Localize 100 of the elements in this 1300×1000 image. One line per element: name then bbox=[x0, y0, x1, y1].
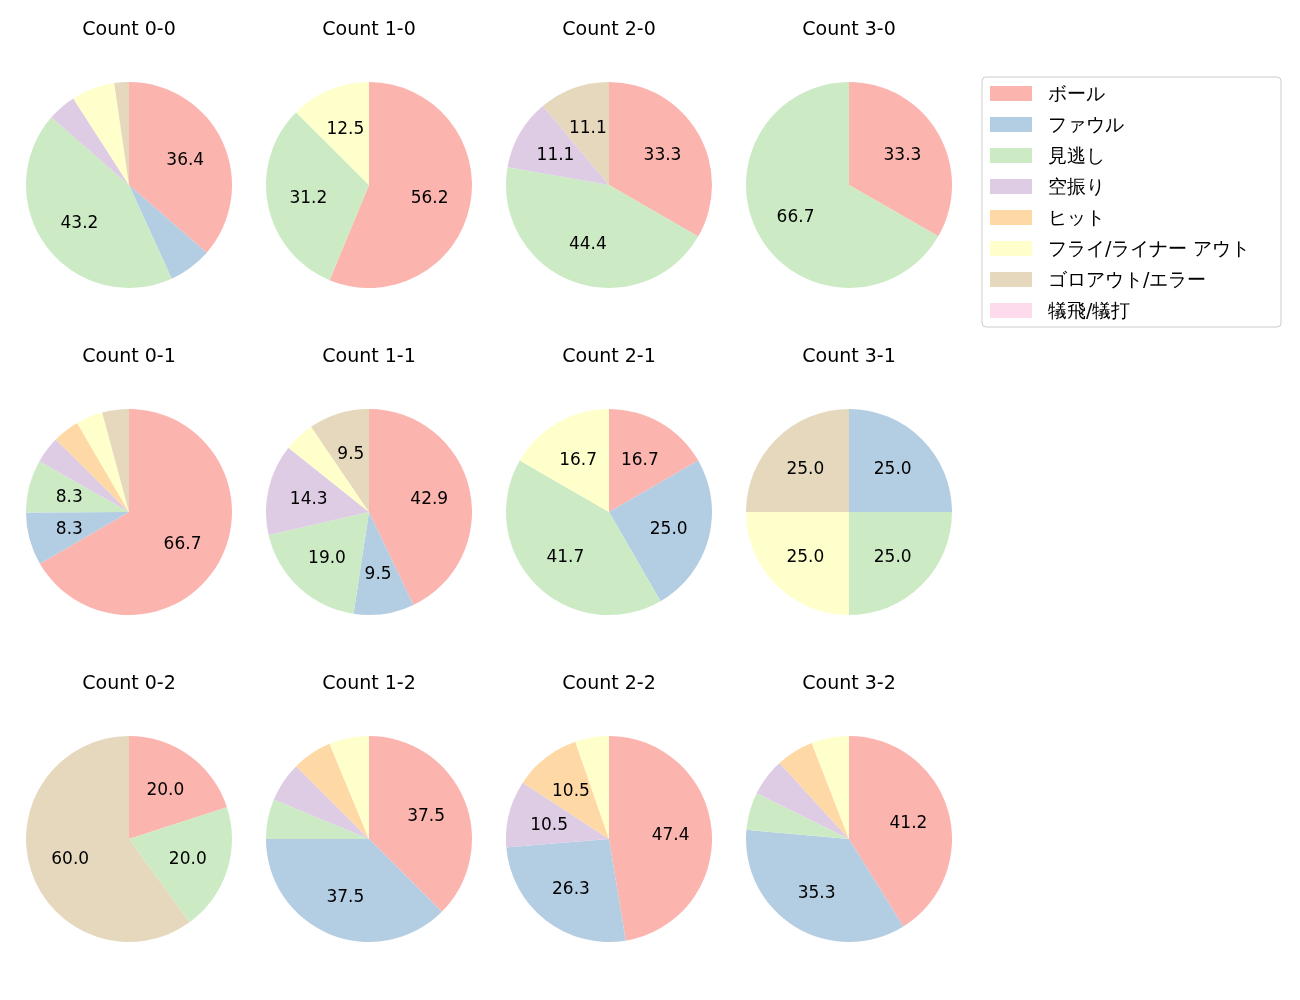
pie-slice bbox=[369, 736, 472, 912]
data-label: 9.5 bbox=[364, 563, 392, 584]
chart-title: Count 3-2 bbox=[802, 671, 896, 693]
pie-slice bbox=[129, 807, 232, 923]
legend-label: ファウル bbox=[1048, 113, 1124, 135]
pie-slice bbox=[746, 82, 939, 288]
pie-slice bbox=[55, 422, 129, 512]
pie-slice bbox=[129, 82, 232, 253]
chart-title: Count 1-2 bbox=[322, 671, 416, 693]
data-label: 16.7 bbox=[621, 448, 659, 469]
chart-title: Count 2-2 bbox=[562, 671, 656, 693]
legend-label: ボール bbox=[1048, 82, 1105, 104]
pie-slice bbox=[779, 742, 849, 839]
data-label: 19.0 bbox=[308, 547, 346, 568]
data-label: 10.5 bbox=[530, 813, 569, 834]
data-label: 56.2 bbox=[410, 187, 449, 208]
chart-title: Count 0-0 bbox=[82, 17, 176, 39]
chart-title: Count 2-0 bbox=[562, 17, 656, 39]
data-label: 31.2 bbox=[289, 187, 328, 208]
pie-slice bbox=[102, 409, 129, 512]
pie-slice bbox=[73, 83, 129, 185]
pie-slice bbox=[51, 98, 129, 185]
pie-slice bbox=[114, 82, 129, 185]
pie-slice bbox=[296, 743, 369, 839]
pie-slice bbox=[756, 762, 849, 839]
pie-slice bbox=[129, 736, 227, 839]
data-label: 66.7 bbox=[776, 205, 815, 226]
pie-slice bbox=[506, 839, 626, 942]
data-label: 25.0 bbox=[649, 518, 688, 539]
data-label: 8.3 bbox=[55, 518, 83, 539]
data-label: 43.2 bbox=[60, 211, 99, 232]
data-label: 25.0 bbox=[786, 545, 825, 566]
data-label: 9.5 bbox=[337, 442, 365, 463]
chart-title: Count 1-1 bbox=[322, 344, 416, 366]
data-label: 37.5 bbox=[407, 805, 446, 826]
data-label: 20.0 bbox=[168, 848, 207, 869]
pie-slice bbox=[746, 793, 849, 839]
pie-slice bbox=[746, 409, 849, 512]
data-label: 44.4 bbox=[568, 233, 607, 254]
data-label: 11.1 bbox=[568, 116, 607, 137]
pie-slice bbox=[746, 829, 904, 942]
data-label: 16.7 bbox=[559, 448, 597, 469]
legend-label: ゴロアウト/エラー bbox=[1048, 268, 1207, 290]
data-label: 10.5 bbox=[552, 780, 590, 801]
data-label: 35.3 bbox=[797, 881, 836, 902]
pie-slice bbox=[849, 512, 952, 615]
pie-slice bbox=[507, 106, 609, 185]
data-label: 20.0 bbox=[146, 779, 185, 799]
pie-slice bbox=[39, 439, 129, 512]
pie-slice bbox=[26, 461, 129, 513]
pie-slice bbox=[519, 409, 609, 512]
pie-slice bbox=[39, 409, 232, 615]
pie-slice bbox=[266, 799, 369, 839]
legend-label: 犠飛/犠打 bbox=[1048, 299, 1131, 321]
data-label: 33.3 bbox=[643, 144, 682, 165]
data-label: 33.3 bbox=[883, 144, 922, 165]
chart-title: Count 1-0 bbox=[322, 17, 416, 39]
pie-slice bbox=[506, 782, 609, 848]
chart-title: Count 0-2 bbox=[82, 671, 176, 693]
pie-slice bbox=[273, 766, 369, 839]
data-label: 26.3 bbox=[552, 877, 590, 898]
data-label: 42.9 bbox=[410, 488, 449, 509]
data-label: 66.7 bbox=[163, 532, 202, 553]
pie-slice bbox=[329, 82, 472, 288]
data-label: 25.0 bbox=[873, 545, 912, 566]
data-label: 47.4 bbox=[651, 823, 690, 844]
legend-label: ヒット bbox=[1048, 206, 1105, 228]
data-label: 25.0 bbox=[873, 458, 912, 479]
data-label: 12.5 bbox=[326, 117, 365, 138]
pie-slice bbox=[329, 736, 369, 839]
pie-slice bbox=[129, 185, 207, 279]
data-label: 14.3 bbox=[289, 488, 328, 509]
pie-slice bbox=[288, 426, 369, 512]
data-label: 41.2 bbox=[889, 812, 928, 833]
pie-slice bbox=[811, 736, 849, 839]
pie-slice bbox=[353, 512, 414, 615]
pie-slice bbox=[849, 736, 952, 927]
data-label: 60.0 bbox=[51, 848, 90, 869]
pie-slice bbox=[26, 512, 129, 564]
data-label: 11.1 bbox=[536, 144, 575, 165]
data-label: 8.3 bbox=[55, 486, 83, 507]
chart-title: Count 3-1 bbox=[802, 344, 896, 366]
pie-slice bbox=[506, 167, 699, 288]
pie-slice bbox=[266, 839, 442, 942]
pie-slice bbox=[849, 409, 952, 512]
data-label: 25.0 bbox=[786, 458, 825, 479]
legend-label: フライ/ライナー アウト bbox=[1048, 237, 1251, 259]
chart-title: Count 2-1 bbox=[562, 344, 656, 366]
pie-slice bbox=[609, 409, 699, 512]
data-label: 41.7 bbox=[546, 545, 585, 566]
legend-label: 見逃し bbox=[1048, 144, 1105, 166]
pie-slice bbox=[266, 112, 369, 281]
legend-label: 空振り bbox=[1048, 175, 1105, 197]
pie-slice bbox=[849, 82, 952, 237]
data-label: 36.4 bbox=[166, 149, 205, 170]
chart-title: Count 3-0 bbox=[802, 17, 896, 39]
pie-slice bbox=[522, 741, 609, 839]
pie-slice bbox=[609, 82, 712, 237]
pie-slice bbox=[609, 736, 712, 941]
data-label: 37.5 bbox=[326, 886, 365, 907]
